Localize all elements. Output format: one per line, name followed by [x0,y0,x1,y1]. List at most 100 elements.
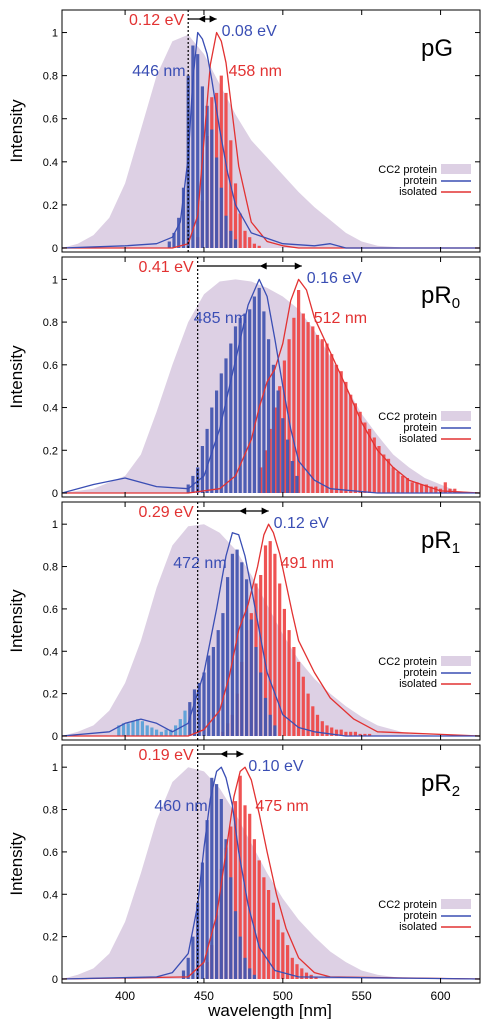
isolated-bar [252,243,256,248]
panel-label: pR0 [421,282,460,312]
isolated-bar [382,454,386,493]
isolated-bar [257,860,261,979]
y-tick-label: 0.2 [43,932,58,944]
y-tick-label: 0.8 [43,71,58,83]
ev-isolated-label: 0.12 eV [129,12,184,29]
ev-isolated-label: 0.41 eV [138,259,193,276]
y-tick-label: 0.4 [43,157,58,169]
isolated-bar [287,630,291,736]
panel-frame [61,501,481,741]
y-tick-label: 0.2 [43,689,58,701]
protein-bar [262,311,266,493]
protein-bar [150,727,154,736]
protein-bar [196,902,200,979]
protein-bar [233,911,238,979]
isolated-bar [315,334,320,493]
protein-bar [140,721,144,736]
protein-bar [245,579,249,736]
panel-label-subscript: 2 [452,783,460,800]
y-tick-label: 0.6 [43,847,58,859]
isolated-bar [311,706,315,736]
isolated-bar [315,714,320,736]
isolated-bar [353,731,357,736]
protein-bar [164,729,168,736]
protein-bar [159,731,163,736]
isolated-bar [233,801,238,979]
y-tick-label: 0.2 [43,200,58,212]
isolated-bar [219,75,223,248]
isolated-bar [314,976,318,979]
panel-label: pR2 [421,770,460,800]
isolated-bar [248,237,252,248]
nm-isolated-label: 512 nm [314,310,367,327]
isolated-bar [405,478,409,493]
protein-bar [131,721,135,736]
nm-protein-label: 472 nm [173,555,226,572]
protein-bar [229,343,233,493]
isolated-bar [278,583,282,736]
protein-bar [181,970,186,979]
protein-bar [259,672,263,736]
panel-label-main: pR [421,527,452,554]
legend-label: isolated [399,186,437,198]
isolated-bar [292,317,296,493]
ev-protein-label: 0.10 eV [248,758,303,775]
panel-label-main: pR [421,282,452,309]
plot-area [62,278,480,494]
protein-bar [224,839,228,979]
panel-label: pR1 [421,527,460,557]
y-tick-label: 0.8 [43,805,58,817]
y-axis-label: Intensity [7,99,26,163]
y-tick-label: 0 [52,974,58,986]
y-axis-label: Intensity [7,345,26,409]
isolated-bar [424,484,428,493]
protein-bar [215,784,219,979]
isolated-bar [281,932,285,979]
isolated-bar [396,471,400,493]
isolated-bar [306,693,310,736]
isolated-bar [453,488,457,493]
x-tick-label: 550 [352,989,372,1003]
protein-bar [219,799,223,979]
panel-frame [61,9,481,253]
isolated-bar [344,381,348,493]
protein-bar [268,714,272,736]
isolated-bar [243,230,247,248]
isolated-bar [368,428,372,493]
x-tick-label: 600 [431,989,451,1003]
isolated-bar [263,545,268,736]
y-tick-label: 1 [52,28,58,40]
isolated-bar [252,839,256,979]
protein-bar [243,313,247,493]
y-tick-label: 0.4 [43,403,58,415]
shift-arrowhead [239,507,247,515]
x-tick-label: 500 [273,989,293,1003]
y-tick-label: 0 [52,488,58,500]
protein-bar [257,287,261,493]
cc2-protein-area [62,34,480,249]
isolated-bar [358,411,362,493]
nm-protein-label: 460 nm [154,798,207,815]
protein-bar [271,364,275,493]
legend-swatch-cc2 [441,899,471,909]
protein-bar [202,672,206,736]
protein-bar [235,549,239,736]
protein-line [62,532,480,737]
protein-bar [267,339,271,493]
isolated-bar [243,805,247,979]
protein-bar [229,230,233,248]
isolated-bar [224,92,228,249]
isolated-bar [334,364,339,493]
isolated-bar [330,354,334,493]
protein-bar [211,647,215,736]
protein-bar [233,326,238,493]
protein-bar [226,577,230,736]
isolated-bar [320,339,324,493]
isolated-bar [290,957,294,979]
protein-bar [238,317,242,493]
plot-area [62,766,480,980]
nm-isolated-label: 491 nm [281,555,334,572]
protein-bar [248,968,252,979]
isolated-bar [257,245,261,248]
isolated-bar [238,775,242,979]
